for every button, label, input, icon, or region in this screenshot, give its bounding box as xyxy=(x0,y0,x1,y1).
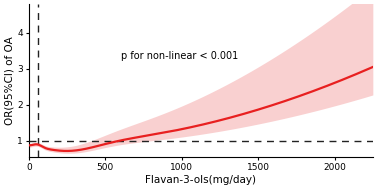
X-axis label: Flavan-3-ols(mg/day): Flavan-3-ols(mg/day) xyxy=(146,175,256,185)
Text: p for non-linear < 0.001: p for non-linear < 0.001 xyxy=(121,51,238,61)
Y-axis label: OR(95%CI) of OA: OR(95%CI) of OA xyxy=(4,36,14,125)
